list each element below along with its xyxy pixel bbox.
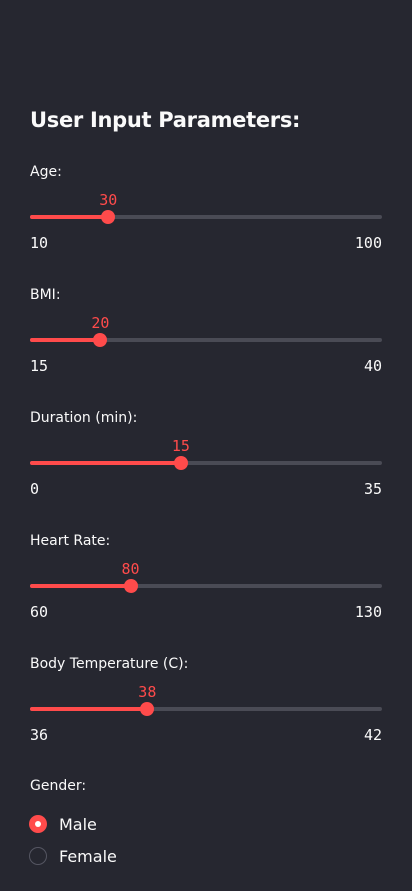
duration-slider-max: 35 [363, 480, 382, 498]
body-temperature-slider-value: 38 [138, 683, 157, 701]
gender-option-male-label: Male [59, 814, 97, 834]
heart-rate-slider-fill [30, 584, 131, 588]
body-temperature-slider-fill [30, 707, 148, 711]
age-slider-value: 30 [99, 191, 118, 209]
duration-slider-min: 0 [30, 480, 40, 498]
duration-slider-track[interactable] [30, 456, 382, 470]
age-slider-thumb[interactable] [101, 210, 116, 224]
body-temperature-slider-track[interactable] [30, 702, 382, 716]
body-temperature-slider-max: 42 [363, 726, 382, 744]
bmi-slider-min: 15 [30, 357, 49, 375]
heart-rate-slider-max: 130 [354, 603, 382, 621]
duration-slider-value: 15 [171, 437, 190, 455]
duration-slider-fill [30, 461, 181, 465]
gender-option-female-label: Female [59, 846, 117, 866]
body-temperature-slider-min: 36 [30, 726, 49, 744]
bmi-slider-thumb[interactable] [93, 333, 108, 347]
gender-label: Gender: [30, 778, 87, 794]
bmi-slider-value: 20 [91, 314, 110, 332]
body-temperature-slider: Body Temperature (C): 38 36 42 [0, 656, 412, 756]
body-temperature-slider-label: Body Temperature (C): [30, 656, 189, 672]
age-slider-min: 10 [30, 234, 49, 252]
age-slider: Age: 30 10 100 [0, 164, 412, 264]
bmi-slider-label: BMI: [30, 287, 61, 303]
panel-title: User Input Parameters: [30, 108, 301, 132]
body-temperature-slider-thumb[interactable] [140, 702, 155, 716]
bmi-slider-max: 40 [363, 357, 382, 375]
heart-rate-slider-track[interactable] [30, 579, 382, 593]
bmi-slider: BMI: 20 15 40 [0, 287, 412, 387]
heart-rate-slider-min: 60 [30, 603, 49, 621]
heart-rate-slider: Heart Rate: 80 60 130 [0, 533, 412, 633]
age-slider-track[interactable] [30, 210, 382, 224]
age-slider-label: Age: [30, 164, 62, 180]
heart-rate-slider-value: 80 [121, 560, 140, 578]
gender-option-female[interactable]: Female [29, 845, 117, 867]
duration-slider-thumb[interactable] [173, 456, 188, 470]
gender-option-male[interactable]: Male [29, 813, 97, 835]
heart-rate-slider-thumb[interactable] [123, 579, 138, 593]
bmi-slider-fill [30, 338, 101, 342]
duration-slider: Duration (min): 15 0 35 [0, 410, 412, 510]
heart-rate-slider-label: Heart Rate: [30, 533, 111, 549]
duration-slider-label: Duration (min): [30, 410, 138, 426]
radio-button-female[interactable] [29, 847, 47, 865]
age-slider-fill [30, 215, 109, 219]
age-slider-max: 100 [354, 234, 382, 252]
bmi-slider-track[interactable] [30, 333, 382, 347]
radio-button-male[interactable] [29, 815, 47, 833]
